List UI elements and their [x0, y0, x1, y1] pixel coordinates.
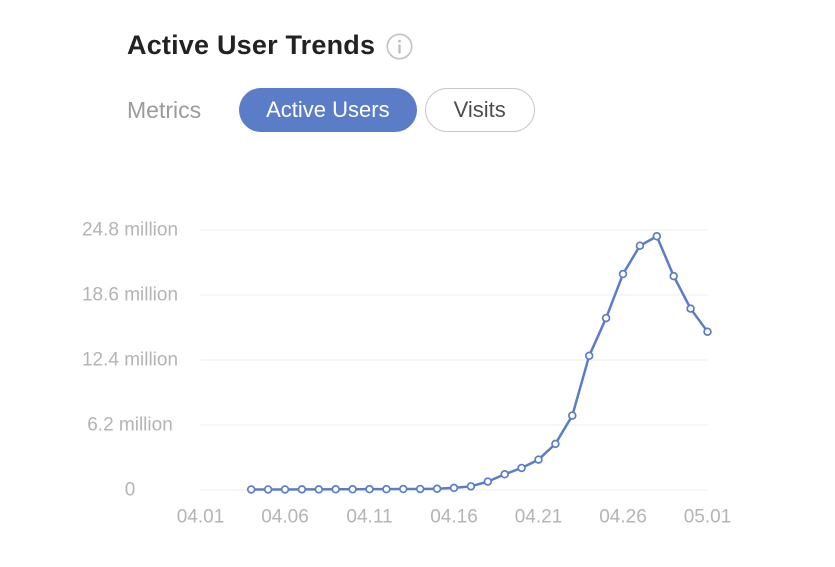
- data-point-marker: [568, 411, 577, 420]
- data-point-marker: [669, 271, 678, 281]
- metrics-controls: Metrics Active Users Visits: [127, 88, 535, 132]
- y-axis-tick-label: 6.2 million: [87, 415, 173, 436]
- data-point-marker: [314, 485, 324, 494]
- x-axis-tick-label: 04.16: [430, 507, 478, 528]
- metrics-label: Metrics: [127, 96, 202, 123]
- title-row: Active User Trends: [127, 30, 413, 61]
- x-axis-tick-label: 04.06: [261, 507, 309, 528]
- info-icon[interactable]: [386, 33, 413, 60]
- data-point-marker: [263, 485, 273, 494]
- y-axis-tick-label: 24.8 million: [82, 220, 178, 241]
- data-point-marker: [348, 485, 357, 494]
- x-axis-tick-label: 04.01: [177, 507, 225, 528]
- data-point-marker: [483, 477, 493, 486]
- data-point-marker: [534, 455, 543, 464]
- data-point-marker: [466, 482, 476, 491]
- data-point-marker: [703, 327, 712, 336]
- data-point-marker: [280, 485, 290, 494]
- data-point-marker: [686, 304, 695, 313]
- data-point-marker: [500, 470, 509, 479]
- data-point-marker: [635, 241, 645, 250]
- data-point-marker: [601, 313, 611, 323]
- data-point-marker: [297, 485, 307, 494]
- trend-line: [249, 235, 709, 491]
- x-axis-tick-label: 04.26: [599, 507, 647, 528]
- x-axis-tick-label: 04.11: [346, 507, 392, 528]
- x-axis-tick-label: 04.21: [515, 507, 563, 528]
- metric-toggle-visits[interactable]: Visits: [424, 88, 535, 132]
- data-point-marker: [517, 463, 526, 473]
- data-point-marker: [449, 483, 459, 493]
- data-point-marker: [551, 439, 560, 449]
- y-axis-tick-label: 0: [125, 480, 136, 501]
- data-point-marker: [584, 351, 594, 361]
- data-point-marker: [246, 485, 256, 494]
- data-point-marker: [399, 484, 408, 494]
- data-point-marker: [382, 484, 391, 494]
- metric-toggle-active-users[interactable]: Active Users: [239, 88, 417, 132]
- data-point-marker: [432, 484, 442, 493]
- page-title: Active User Trends: [127, 30, 376, 60]
- x-axis-tick-label: 05.01: [684, 507, 732, 528]
- y-axis-tick-label: 12.4 million: [82, 350, 178, 371]
- data-point-marker: [365, 484, 374, 494]
- y-axis-tick-label: 18.6 million: [82, 285, 178, 306]
- data-point-marker: [415, 484, 425, 494]
- data-point-marker: [652, 232, 662, 241]
- data-point-marker: [618, 269, 628, 279]
- info-circle-glyph: [386, 33, 413, 60]
- data-point-marker: [331, 485, 340, 494]
